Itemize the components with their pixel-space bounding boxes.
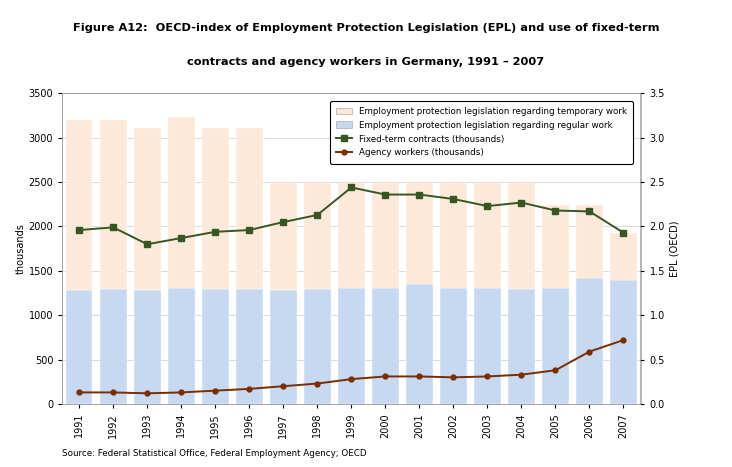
Bar: [202, 289, 228, 404]
Text: Figure A12:  OECD-index of Employment Protection Legislation (EPL) and use of fi: Figure A12: OECD-index of Employment Pro…: [72, 23, 660, 33]
Bar: [236, 128, 263, 290]
Bar: [542, 288, 569, 404]
Bar: [66, 120, 92, 290]
Bar: [406, 183, 433, 284]
Bar: [270, 290, 296, 404]
Bar: [440, 288, 467, 404]
Bar: [338, 288, 365, 404]
Bar: [168, 117, 195, 288]
Bar: [66, 290, 92, 404]
Text: Source: Federal Statistical Office, Federal Employment Agency; OECD: Source: Federal Statistical Office, Fede…: [62, 449, 367, 458]
Bar: [134, 128, 160, 290]
Bar: [304, 183, 331, 289]
Legend: Employment protection legislation regarding temporary work, Employment protectio: Employment protection legislation regard…: [330, 101, 633, 163]
Bar: [576, 278, 602, 404]
Y-axis label: thousands: thousands: [15, 223, 26, 274]
Bar: [440, 183, 467, 288]
Bar: [134, 290, 160, 404]
Bar: [610, 280, 637, 404]
Bar: [202, 128, 228, 289]
Bar: [610, 233, 637, 280]
Bar: [542, 205, 569, 288]
Bar: [100, 120, 127, 290]
Bar: [304, 289, 331, 404]
Y-axis label: EPL (OECD): EPL (OECD): [669, 220, 679, 277]
Bar: [168, 288, 195, 404]
Bar: [508, 183, 534, 289]
Bar: [338, 183, 365, 288]
Bar: [372, 183, 399, 288]
Bar: [508, 289, 534, 404]
Bar: [100, 290, 127, 404]
Bar: [270, 183, 296, 290]
Bar: [474, 183, 501, 288]
Bar: [236, 290, 263, 404]
Bar: [576, 205, 602, 278]
Bar: [406, 284, 433, 404]
Bar: [372, 288, 399, 404]
Bar: [474, 288, 501, 404]
Text: contracts and agency workers in Germany, 1991 – 2007: contracts and agency workers in Germany,…: [187, 57, 545, 67]
